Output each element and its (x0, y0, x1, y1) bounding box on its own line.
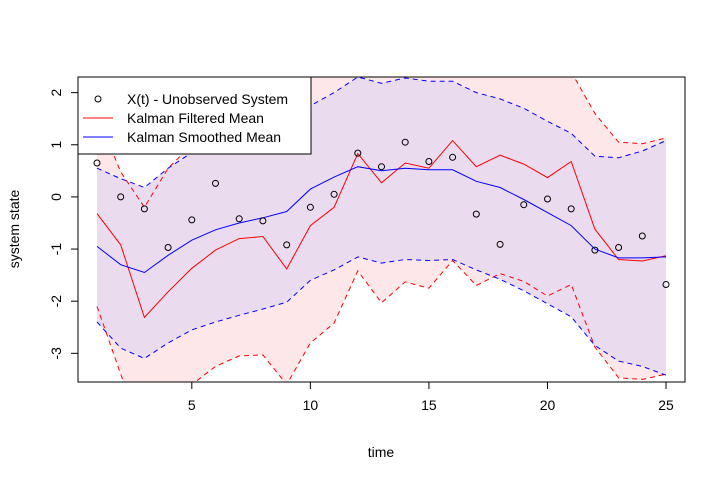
observed-point (164, 244, 172, 251)
legend-label: X(t) - Unobserved System (127, 91, 288, 107)
smoothed-mean-line (96, 166, 667, 274)
filtered-mean-line (96, 139, 667, 319)
x-tick-label: 5 (188, 397, 196, 413)
legend-label: Kalman Smoothed Mean (127, 129, 281, 145)
y-axis-title: system state (6, 190, 22, 269)
x-tick-label: 20 (540, 397, 556, 413)
legend-box (77, 76, 312, 155)
observed-point (378, 163, 385, 171)
y-tick-label: -2 (48, 295, 64, 308)
legend-swatch-observed (94, 95, 102, 103)
observed-point (330, 190, 338, 198)
observed-point (188, 216, 196, 224)
observed-point (449, 153, 457, 161)
observed-point (306, 203, 314, 211)
observed-point (235, 215, 243, 223)
observed-point (93, 159, 101, 167)
smoothed-lower-bound-line (96, 256, 667, 376)
observed-point (472, 210, 480, 218)
observed-point (496, 240, 504, 248)
observed-points (93, 138, 670, 288)
observed-point (520, 201, 528, 209)
legend: X(t) - Unobserved System Kalman Filtered … (77, 76, 312, 155)
observed-point (140, 205, 148, 213)
observed-point (117, 193, 125, 201)
x-tick-label: 25 (658, 397, 674, 413)
y-tick-label: 0 (48, 193, 64, 201)
y-tick-label: 2 (48, 89, 64, 97)
observed-point (354, 149, 362, 157)
y-tick-label: -3 (48, 347, 64, 360)
observed-point (544, 195, 551, 203)
x-tick-label: 15 (421, 397, 437, 413)
observed-point (591, 246, 599, 254)
y-tick-label: 1 (48, 141, 64, 149)
observed-point (259, 217, 267, 225)
x-axis: 5 10 15 20 25 (188, 381, 674, 413)
x-axis-title: time (368, 444, 395, 460)
x-tick-label: 10 (303, 397, 319, 413)
observed-point (638, 232, 646, 240)
observed-point (401, 138, 409, 146)
observed-point (662, 281, 670, 288)
legend-label: Kalman Filtered Mean (127, 110, 264, 126)
observed-point (283, 241, 291, 249)
observed-point (212, 179, 219, 187)
observed-point (615, 244, 623, 251)
y-axis: -3 -2 -1 0 1 2 (48, 89, 79, 360)
observed-point (567, 205, 575, 213)
y-tick-label: -1 (48, 243, 64, 256)
observed-point (425, 158, 433, 165)
